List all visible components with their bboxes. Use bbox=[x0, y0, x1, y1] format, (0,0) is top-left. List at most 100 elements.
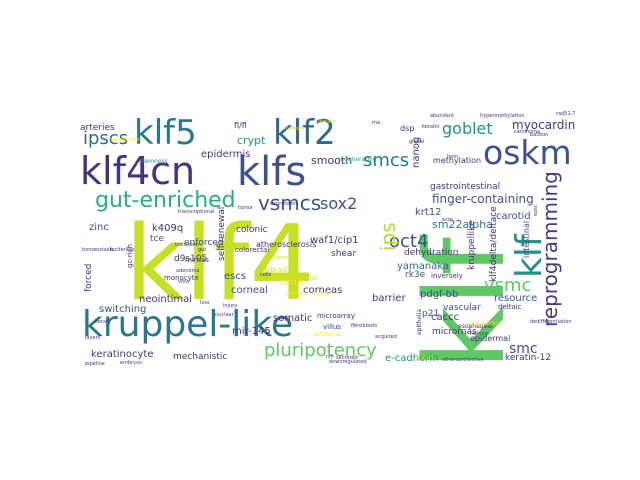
word: finger-containing bbox=[432, 192, 534, 206]
word: library bbox=[95, 319, 112, 325]
word: injury bbox=[223, 303, 238, 309]
word: klf4cn bbox=[80, 149, 196, 193]
word: octr4 bbox=[280, 278, 304, 288]
word: epigenetic bbox=[268, 255, 295, 261]
word: dsp bbox=[400, 124, 415, 133]
word: colonic bbox=[236, 225, 268, 235]
word: keratin-12 bbox=[505, 353, 552, 363]
word: p21 bbox=[422, 309, 440, 319]
word: k409q bbox=[152, 223, 184, 234]
word: enforced bbox=[184, 238, 224, 248]
word: pluripotency bbox=[264, 340, 377, 361]
word: luciferase bbox=[110, 247, 135, 253]
word: hem bbox=[447, 154, 459, 160]
word: e-cadherin bbox=[385, 353, 439, 364]
word: nuclear bbox=[215, 312, 234, 318]
word: sox2 bbox=[320, 194, 358, 213]
word: atheroprotective bbox=[442, 357, 484, 363]
word: ips bbox=[376, 222, 400, 251]
word: carotid bbox=[496, 211, 531, 222]
word: dedifferentiation bbox=[530, 319, 572, 325]
word: resource bbox=[494, 293, 538, 304]
word: genome bbox=[287, 291, 308, 297]
word: colorectal bbox=[235, 246, 270, 254]
word: transition bbox=[175, 242, 199, 248]
word: esophageal bbox=[458, 323, 493, 330]
word: corneas bbox=[303, 285, 343, 296]
word: epithelia bbox=[416, 308, 423, 335]
word: neointimal bbox=[139, 294, 193, 305]
word: epidermis bbox=[201, 149, 251, 160]
word: crypt bbox=[237, 134, 266, 147]
word: epidermal bbox=[470, 334, 511, 343]
word: acquired bbox=[375, 334, 397, 340]
word: cocktail bbox=[312, 291, 332, 297]
word: stemness bbox=[139, 158, 168, 165]
word: sm22alpha bbox=[432, 218, 493, 231]
word: mir-145 bbox=[232, 326, 271, 337]
word: layers bbox=[85, 335, 101, 341]
word: klf4delta/deltace bbox=[489, 206, 499, 282]
word: ecm bbox=[442, 217, 453, 223]
word: deltaic bbox=[498, 303, 522, 311]
word: pdgf-bb bbox=[420, 289, 459, 300]
word: klf4 bbox=[125, 204, 316, 324]
word: micrornas bbox=[432, 327, 477, 337]
word-cloud: klf4 klf kruppel-like klf4cn klfs klf5 k… bbox=[80, 108, 580, 370]
word: arteries bbox=[80, 123, 115, 133]
word: smcs bbox=[363, 150, 410, 171]
word: squamous bbox=[470, 320, 501, 327]
word: oct4 bbox=[389, 231, 429, 252]
word: ipscs bbox=[83, 128, 129, 149]
word: fibroblasts bbox=[351, 323, 378, 329]
word: loss bbox=[200, 300, 210, 306]
word: expression bbox=[270, 201, 297, 207]
word: myocardin bbox=[512, 118, 576, 132]
word: klf2 bbox=[273, 113, 336, 153]
word: smooth bbox=[311, 154, 353, 167]
word: self-renewal bbox=[217, 206, 227, 261]
word: vascular bbox=[443, 303, 481, 313]
word: hypermethylation bbox=[480, 113, 525, 119]
word: dehydration bbox=[404, 248, 459, 258]
word: kruppellike bbox=[467, 220, 477, 270]
word: barrier bbox=[372, 293, 406, 304]
word: mesenchymal bbox=[109, 137, 144, 143]
word: epiblast bbox=[260, 266, 288, 274]
word: somatic bbox=[273, 313, 313, 324]
word: rk3e bbox=[405, 270, 426, 280]
word: epsc bbox=[533, 204, 539, 216]
word: klf5 bbox=[134, 113, 197, 153]
word: smc bbox=[509, 341, 538, 357]
word: intestinal bbox=[522, 220, 531, 258]
word: corneal bbox=[231, 285, 268, 296]
word: downregulated bbox=[329, 359, 367, 365]
word: abundant bbox=[430, 113, 454, 119]
word: klfs bbox=[237, 149, 307, 195]
word: zinc bbox=[89, 222, 109, 233]
word: oskm bbox=[483, 133, 572, 172]
word: kruppel-like bbox=[82, 304, 294, 345]
word: waf1/cip1 bbox=[310, 235, 359, 246]
word: rad51.7 bbox=[556, 111, 576, 117]
word: markers bbox=[284, 126, 305, 132]
word: balloon bbox=[530, 132, 549, 138]
word: d9s105 bbox=[174, 254, 208, 264]
word: lentiviral bbox=[314, 331, 341, 338]
word: switching bbox=[99, 304, 147, 315]
word: tce bbox=[150, 234, 165, 244]
word: atherosclerosis bbox=[256, 240, 317, 249]
word: yamanaka bbox=[397, 261, 450, 272]
word: krt12 bbox=[415, 207, 442, 218]
word: gut bbox=[198, 247, 207, 253]
word: keratinocyte bbox=[91, 349, 154, 360]
word: forced bbox=[84, 263, 94, 292]
word: reprogramming bbox=[538, 171, 562, 327]
word: monocyte bbox=[164, 274, 199, 282]
word: embryos bbox=[120, 360, 142, 366]
word: secreted bbox=[336, 355, 358, 361]
word: fl/fl bbox=[234, 121, 247, 130]
word: gastrointestinal bbox=[430, 182, 501, 192]
word: gut-enriched bbox=[95, 188, 236, 213]
word: vitro bbox=[178, 279, 190, 285]
